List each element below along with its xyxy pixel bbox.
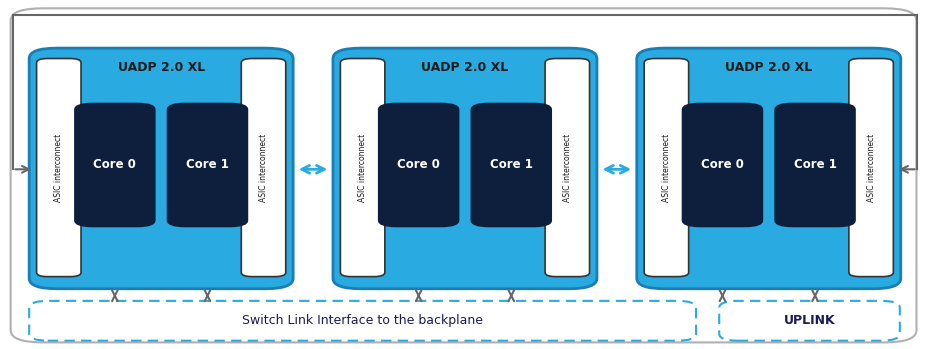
FancyBboxPatch shape <box>545 59 589 277</box>
FancyBboxPatch shape <box>10 8 916 342</box>
Text: UPLINK: UPLINK <box>783 314 834 327</box>
Text: Core 1: Core 1 <box>793 158 835 171</box>
FancyBboxPatch shape <box>340 59 384 277</box>
FancyBboxPatch shape <box>74 103 155 227</box>
FancyBboxPatch shape <box>681 103 763 227</box>
Text: Core 1: Core 1 <box>489 158 532 171</box>
Text: ASIC interconnect: ASIC interconnect <box>662 133 670 202</box>
Text: UADP 2.0 XL: UADP 2.0 XL <box>118 61 204 74</box>
FancyBboxPatch shape <box>848 59 893 277</box>
Text: ASIC interconnect: ASIC interconnect <box>54 133 63 202</box>
Text: ASIC interconnect: ASIC interconnect <box>866 133 875 202</box>
FancyBboxPatch shape <box>773 103 855 227</box>
Text: Core 0: Core 0 <box>701 158 743 171</box>
FancyBboxPatch shape <box>29 301 695 341</box>
FancyBboxPatch shape <box>36 59 81 277</box>
Text: ASIC interconnect: ASIC interconnect <box>259 133 267 202</box>
FancyBboxPatch shape <box>470 103 551 227</box>
Text: Switch Link Interface to the backplane: Switch Link Interface to the backplane <box>242 314 483 327</box>
FancyBboxPatch shape <box>29 48 293 289</box>
Text: Core 0: Core 0 <box>94 158 136 171</box>
Text: Core 1: Core 1 <box>186 158 228 171</box>
Text: UADP 2.0 XL: UADP 2.0 XL <box>725 61 811 74</box>
Text: ASIC interconnect: ASIC interconnect <box>357 133 367 202</box>
FancyBboxPatch shape <box>643 59 688 277</box>
FancyBboxPatch shape <box>241 59 286 277</box>
FancyBboxPatch shape <box>718 301 899 341</box>
FancyBboxPatch shape <box>378 103 459 227</box>
Text: UADP 2.0 XL: UADP 2.0 XL <box>421 61 508 74</box>
FancyBboxPatch shape <box>166 103 248 227</box>
Text: Core 0: Core 0 <box>397 158 440 171</box>
FancyBboxPatch shape <box>332 48 597 289</box>
FancyBboxPatch shape <box>636 48 900 289</box>
Text: ASIC interconnect: ASIC interconnect <box>562 133 572 202</box>
